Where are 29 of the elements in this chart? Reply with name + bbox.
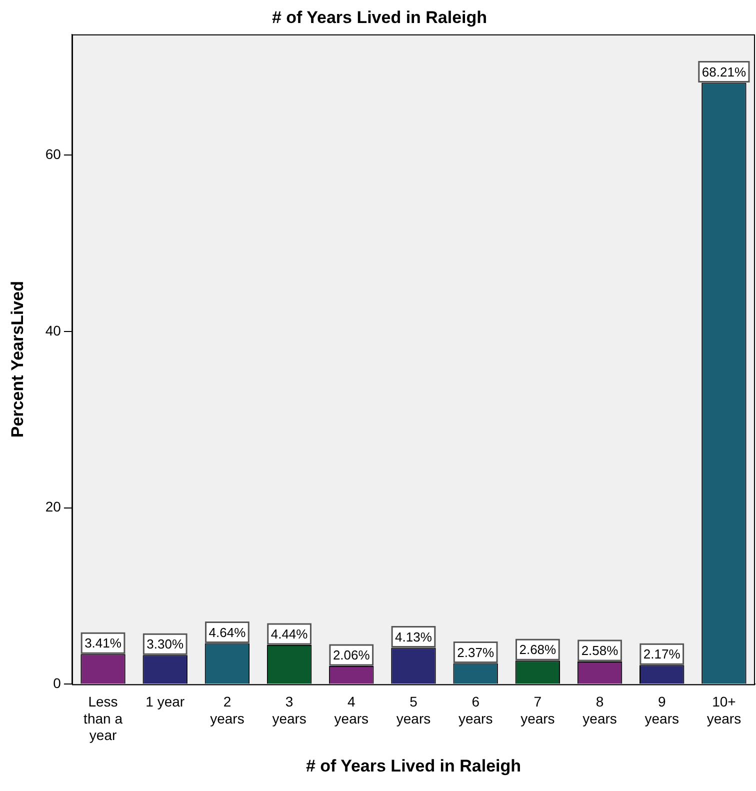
data-label: 2.17% [643, 646, 681, 662]
x-tick-label: 10+ years [706, 693, 742, 726]
y-tick-label: 40 [45, 322, 62, 338]
x-tick-label: 7 years [520, 693, 555, 726]
y-tick-label: 20 [45, 498, 62, 515]
data-label: 4.13% [395, 629, 432, 644]
data-label: 4.64% [208, 624, 246, 640]
x-tick-label: Less than a year [84, 693, 123, 744]
data-label: 3.30% [146, 636, 184, 652]
x-tick-label: 2 years [210, 693, 244, 726]
y-axis-title: Percent YearsLived [8, 281, 27, 438]
data-label: 2.68% [519, 642, 557, 658]
x-tick-label: 1 year [146, 693, 185, 710]
x-axis-title: # of Years Lived in Raleigh [306, 756, 522, 776]
data-label: 2.06% [332, 648, 370, 663]
x-tick-label: 4 years [334, 693, 369, 726]
data-label: 2.58% [581, 643, 619, 658]
data-label: 3.41% [84, 636, 122, 651]
x-tick-label: 5 years [396, 693, 431, 726]
x-tick-label: 8 years [582, 693, 617, 726]
data-label: 2.37% [457, 644, 494, 660]
y-tick-label: 0 [53, 675, 62, 692]
x-tick-label: 6 years [458, 693, 493, 726]
x-tick-label: 9 years [644, 693, 679, 726]
x-tick-label: 3 years [272, 693, 306, 726]
y-tick-label: 60 [45, 146, 62, 162]
data-label: 68.21% [702, 64, 746, 80]
chart-title: # of Years Lived in Raleigh [272, 8, 488, 27]
data-label: 4.44% [270, 626, 308, 642]
